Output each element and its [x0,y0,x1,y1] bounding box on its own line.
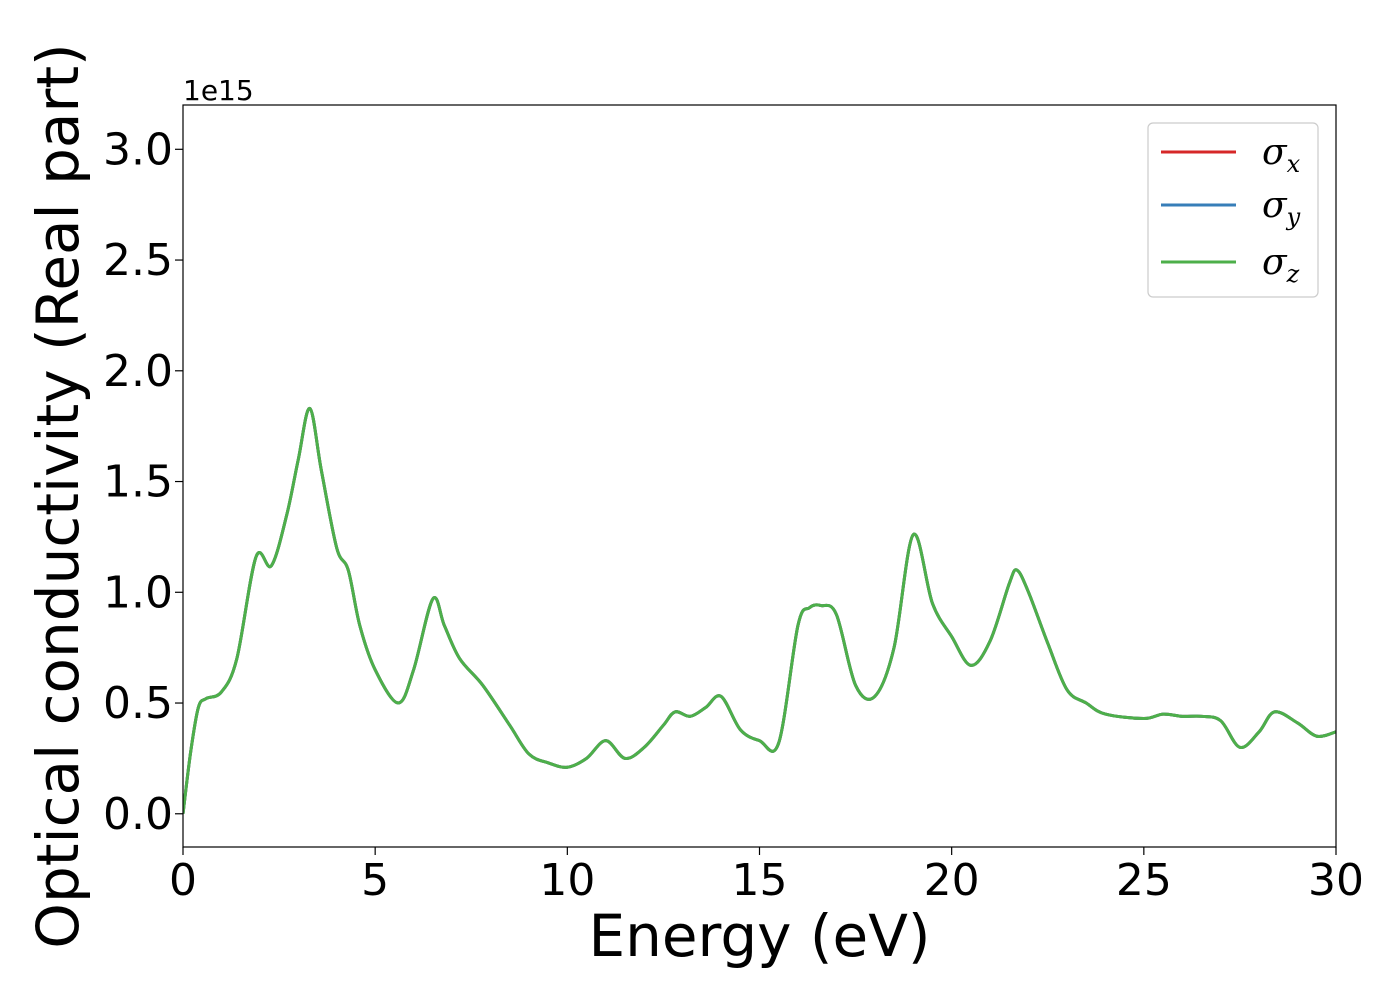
y-tick-label: 0.0 [103,789,173,840]
y-tick-label: 1.0 [103,567,173,618]
y-tick-label: 2.0 [103,346,173,397]
series-layer [183,406,1336,814]
y-tick-label: 0.5 [103,678,173,729]
x-tick-label: 30 [1308,855,1364,906]
x-axis-title: Energy (eV) [588,902,930,970]
x-tick-label: 20 [924,855,980,906]
x-axis: 0 5 10 15 20 25 30 [169,847,1364,906]
x-tick-label: 25 [1116,855,1172,906]
x-tick-label: 5 [361,855,389,906]
legend-label: σz [1262,242,1300,288]
series-line-sigma-z [183,406,1336,814]
legend: σx σy σz [1147,122,1319,298]
legend-box [1147,122,1319,298]
y-axis-title: Optical conductivity (Real part) [24,43,92,948]
y-tick-label: 1.5 [103,457,173,508]
legend-label: σy [1262,185,1301,231]
x-tick-label: 15 [732,855,788,906]
y-tick-label: 2.5 [103,235,173,286]
y-axis: 0.0 0.5 1.0 1.5 2.0 2.5 3.0 [103,124,183,840]
x-tick-label: 0 [169,855,197,906]
x-tick-label: 10 [539,855,595,906]
y-offset-label: 1e15 [183,74,254,107]
legend-label: σx [1262,132,1301,178]
y-tick-label: 3.0 [103,124,173,175]
